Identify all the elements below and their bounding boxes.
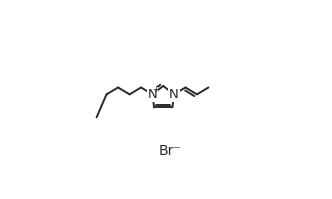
Text: Br⁻: Br⁻ bbox=[159, 144, 182, 158]
Text: N: N bbox=[169, 88, 179, 101]
Text: +: + bbox=[152, 85, 160, 94]
Text: N: N bbox=[148, 88, 157, 101]
